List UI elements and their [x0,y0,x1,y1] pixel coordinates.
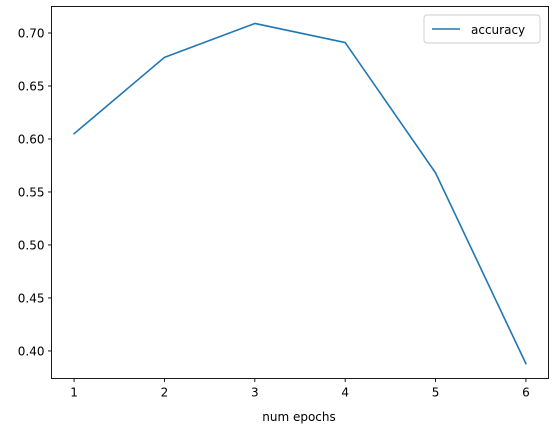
x-tick-label: 4 [341,386,349,400]
x-tick-label: 2 [161,386,169,400]
series-line-accuracy [72,22,527,365]
y-tick-label: 0.50 [18,238,45,252]
y-tick-label: 0.45 [18,291,45,305]
x-tick-label: 6 [522,386,530,400]
y-tick-label: 0.65 [18,79,45,93]
x-tick-label: 3 [251,386,259,400]
series-layer [72,22,527,365]
y-tick-label: 0.55 [18,185,45,199]
x-axis-label: num epochs [262,410,336,424]
y-tick-label: 0.40 [18,344,45,358]
x-tick-label: 5 [432,386,440,400]
y-axis-ticks: 0.40 0.45 0.50 0.55 0.60 0.65 0.70 [18,26,52,358]
legend-box [423,14,541,44]
y-tick-label: 0.70 [18,26,45,40]
legend: accuracy [423,14,541,44]
legend-label-accuracy: accuracy [471,23,525,37]
plot-frame [51,6,549,379]
x-axis-ticks: 1 2 3 4 5 6 [70,378,530,400]
x-tick-label: 1 [70,386,78,400]
y-tick-label: 0.60 [18,132,45,146]
